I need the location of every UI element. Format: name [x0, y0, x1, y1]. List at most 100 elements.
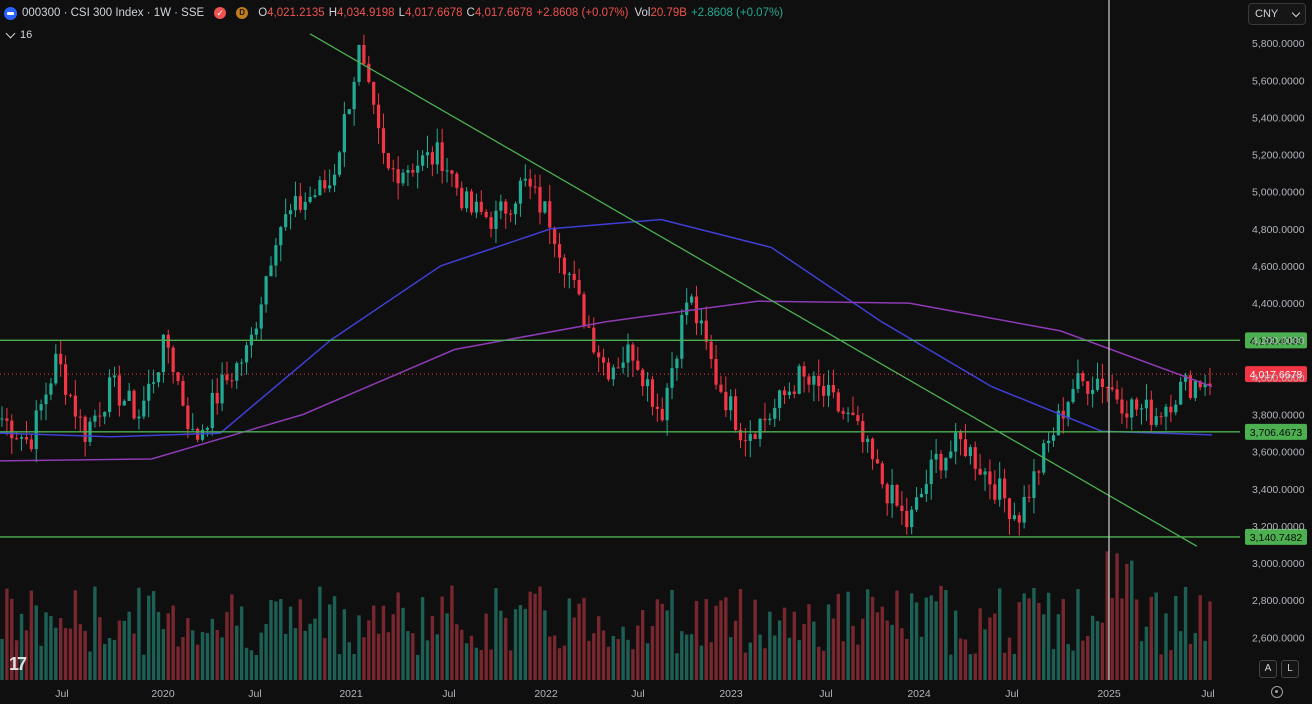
volume-bar: [376, 633, 381, 680]
candle-body: [1047, 440, 1051, 444]
candle-body: [729, 396, 733, 411]
currency-select[interactable]: CNY: [1248, 3, 1306, 25]
chevron-down-icon[interactable]: [5, 28, 16, 39]
volume-bar: [993, 613, 997, 680]
candle-body: [220, 374, 224, 404]
auto-scale-button[interactable]: A: [1259, 660, 1277, 678]
volume-bar: [880, 606, 885, 680]
candle-body: [416, 165, 420, 173]
volume-bar: [1154, 592, 1158, 680]
chevron-down-icon: [1291, 8, 1301, 17]
candle-body: [1203, 383, 1207, 388]
indicators-toggle[interactable]: 16: [4, 27, 32, 43]
candle-body: [1105, 387, 1109, 389]
volume-bar: [235, 625, 239, 680]
candle-body: [63, 364, 68, 395]
horizontal-levels[interactable]: 4,199.4038 3,706.4673 3,140.7482 4,017.6678: [0, 332, 1307, 545]
volume-bar: [239, 606, 244, 680]
candle-body: [851, 412, 855, 416]
level-tag[interactable]: [1245, 423, 1307, 440]
volume-bar: [460, 629, 464, 680]
candle-body: [753, 434, 757, 439]
candle-body: [1076, 373, 1080, 389]
volume-bar: [675, 653, 679, 680]
volume-bar: [538, 586, 542, 680]
time-tick-label: 2022: [534, 688, 558, 700]
candle-body: [641, 369, 645, 387]
candle-body: [132, 390, 136, 419]
candle-body: [269, 265, 273, 277]
volume-bar: [914, 602, 919, 680]
volume-bar: [264, 623, 268, 680]
candle-body: [440, 142, 444, 171]
tradingview-logo[interactable]: 17: [9, 654, 27, 674]
candle-body: [1066, 402, 1070, 419]
candle-body: [866, 438, 870, 443]
candle-body: [734, 396, 738, 430]
volume-bar: [107, 638, 112, 680]
symbol-title[interactable]: 000300 · CSI 300 Index · 1W · SSE: [22, 7, 205, 19]
volume-bar: [626, 639, 630, 680]
volume-bar: [19, 613, 24, 680]
candle-body: [445, 170, 449, 172]
candle-body: [323, 180, 327, 189]
volume-bar: [298, 599, 303, 680]
volume-bar: [797, 640, 801, 680]
candle-body: [1056, 410, 1060, 436]
market-status-icon[interactable]: ✓: [214, 7, 227, 19]
price-tick-label: 5,400.0000: [1252, 112, 1305, 124]
candle-body: [1091, 389, 1095, 394]
candle-body: [709, 341, 713, 360]
volume-bar: [729, 637, 733, 680]
gear-icon[interactable]: [1271, 686, 1283, 698]
candle-body: [577, 280, 581, 295]
price-axis[interactable]: 5,800.0000 5,600.0000 5,400.0000 5,200.0000…: [1252, 38, 1305, 644]
candle-body: [1051, 435, 1056, 441]
volume-bar: [1017, 602, 1021, 680]
candle-body: [435, 142, 439, 165]
volume-bar: [636, 625, 640, 680]
candle-body: [24, 437, 29, 440]
volume-bar: [768, 611, 772, 680]
candle-body: [773, 407, 777, 419]
volume-bar: [474, 647, 479, 680]
volume-bar: [122, 620, 126, 680]
volume-bar: [445, 613, 449, 680]
level-tag[interactable]: [1245, 332, 1307, 349]
candle-body: [1061, 410, 1065, 419]
price-tick-label: 2,600.0000: [1252, 632, 1305, 644]
candle-body: [611, 367, 615, 380]
level-tag[interactable]: [1245, 528, 1307, 545]
trendline[interactable]: [309, 33, 1198, 547]
volume-bar: [313, 618, 317, 680]
volume-bar: [865, 589, 870, 680]
volume-bar: [318, 586, 322, 680]
volume-bar: [963, 639, 968, 680]
candle-body: [831, 384, 836, 393]
volume-bar: [396, 592, 400, 680]
time-axis[interactable]: Jul 2020 Jul 2021 Jul 2022 Jul 2023 Jul 2024 Jul 20…: [55, 0, 1215, 700]
volume-bar: [1032, 587, 1036, 680]
data-icon[interactable]: D: [236, 7, 249, 19]
volume-bar: [870, 596, 875, 680]
volume-bar: [895, 590, 899, 680]
candle-body: [264, 276, 268, 305]
volume-bar: [1046, 592, 1051, 680]
candle-body: [5, 418, 9, 421]
candle-body: [513, 203, 518, 215]
candle-body: [298, 196, 302, 210]
last-price-tag[interactable]: [1245, 366, 1307, 383]
candle-body: [543, 201, 547, 213]
volume-bar: [562, 645, 567, 680]
price-tick-label: 4,600.0000: [1252, 261, 1305, 273]
log-scale-button[interactable]: L: [1281, 660, 1299, 678]
candle-body: [738, 429, 743, 441]
candle-body: [98, 415, 102, 417]
candle-body: [376, 104, 381, 129]
volume-bar: [479, 650, 483, 680]
candle-body: [1139, 408, 1144, 410]
candle-body: [910, 509, 914, 528]
candle-body: [152, 382, 156, 384]
volume-bar: [464, 643, 469, 680]
